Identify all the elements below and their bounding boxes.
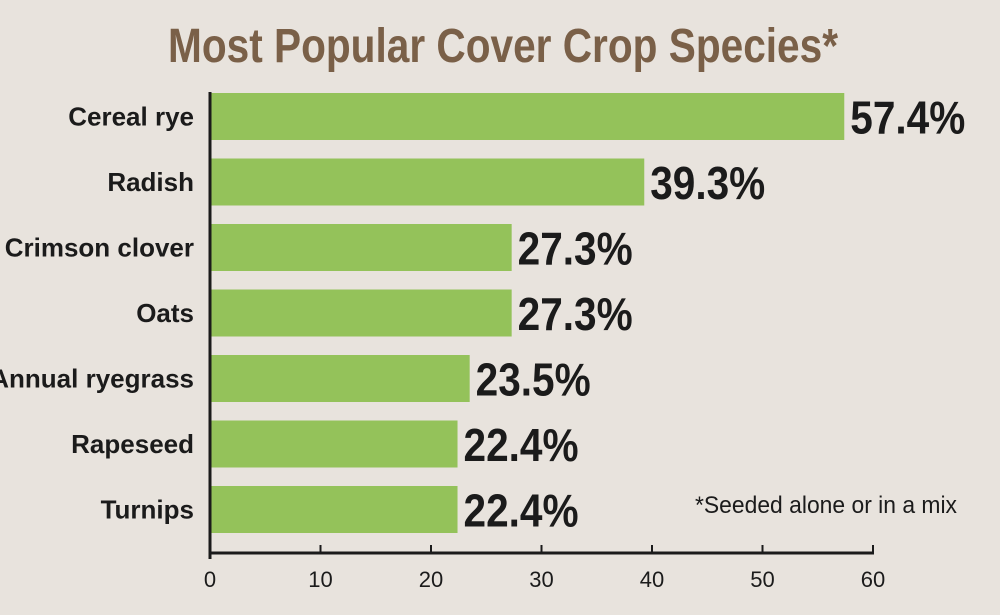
value-label-crimson-clover: 27.3% xyxy=(518,223,633,275)
value-label-turnips: 22.4% xyxy=(464,485,579,537)
footnote: *Seeded alone or in a mix xyxy=(695,492,957,519)
category-label-annual-ryegrass: Annual ryegrass xyxy=(0,364,194,394)
category-label-turnips: Turnips xyxy=(101,495,194,525)
value-label-radish: 39.3% xyxy=(650,157,765,209)
axis-layer: 0 10 20 30 40 50 60 xyxy=(204,92,885,592)
x-tick-label-30: 30 xyxy=(529,567,553,592)
x-tick-label-40: 40 xyxy=(640,567,664,592)
x-tick-label-60: 60 xyxy=(861,567,885,592)
bar-cereal-rye xyxy=(210,93,845,140)
x-tick-label-10: 10 xyxy=(308,567,332,592)
value-label-rapeseed: 22.4% xyxy=(464,419,579,471)
x-tick-label-50: 50 xyxy=(750,567,774,592)
bar-rapeseed xyxy=(210,420,458,468)
category-label-radish: Radish xyxy=(107,167,194,197)
category-label-oats: Oats xyxy=(136,298,194,328)
value-label-oats: 27.3% xyxy=(518,288,633,340)
bar-annual-ryegrass xyxy=(210,355,470,402)
category-label-crimson-clover: Crimson clover xyxy=(5,233,194,263)
value-label-cereal-rye: 57.4% xyxy=(850,92,965,144)
bar-oats xyxy=(210,289,512,337)
x-tick-label-20: 20 xyxy=(419,567,443,592)
value-label-annual-ryegrass: 23.5% xyxy=(476,354,591,406)
category-label-cereal-rye: Cereal rye xyxy=(68,102,194,132)
bar-radish xyxy=(210,158,645,206)
bar-crimson-clover xyxy=(210,224,512,271)
bar-turnips xyxy=(210,486,458,533)
chart-title: Most Popular Cover Crop Species* xyxy=(168,20,838,73)
x-tick-label-0: 0 xyxy=(204,567,216,592)
category-label-rapeseed: Rapeseed xyxy=(71,429,194,459)
bars-layer: Cereal rye 57.4% Radish 39.3% Crimson clover… xyxy=(0,92,965,537)
